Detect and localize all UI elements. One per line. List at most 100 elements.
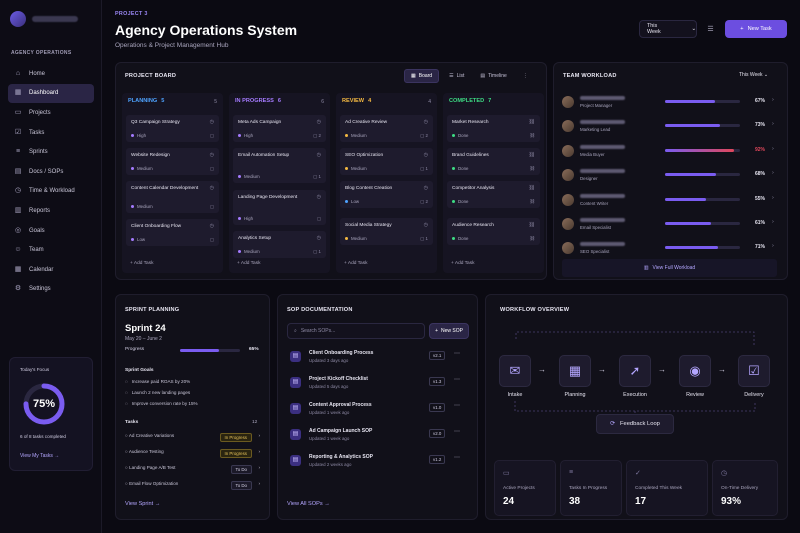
comment-icon: ▢: [209, 166, 214, 171]
workload-row[interactable]: Media Buyer 92% ›: [562, 142, 777, 166]
sop-item[interactable]: ▤ Ad Campaign Launch SOP Updated 1 week ag…: [287, 424, 465, 450]
sidebar-item-reports[interactable]: ▥ Reports: [8, 201, 94, 221]
more-options-icon[interactable]: ⋯: [454, 377, 460, 383]
kebab-icon: ⋮: [522, 73, 528, 79]
clock-icon: ◷: [423, 185, 428, 191]
avatar: [562, 193, 574, 206]
task-card[interactable]: Email Automation Setup ◷ Medium ▢ 1: [233, 148, 326, 183]
workload-bar-fill: [665, 100, 716, 103]
workload-row[interactable]: Email Specialist 61% ›: [562, 215, 777, 239]
workload-bar-fill: [665, 222, 711, 225]
sidebar-item-team[interactable]: ☺ Team: [8, 240, 94, 260]
workload-percent: 67%: [755, 98, 766, 104]
sprint-task-row[interactable]: ○ Landing Page A/B Test To Do ›: [125, 465, 260, 477]
range-select[interactable]: This Week ⌄: [639, 20, 697, 38]
add-task-button[interactable]: + Add Task: [451, 261, 475, 266]
sop-item[interactable]: ▤ Project Kickoff Checklist Updated 5 days…: [287, 372, 465, 398]
workload-row[interactable]: Content Writer 55% ›: [562, 191, 777, 215]
workload-row[interactable]: Marketing Lead 73% ›: [562, 117, 777, 141]
more-options-icon[interactable]: ⋯: [454, 351, 460, 357]
priority-dot: [452, 200, 455, 203]
task-card[interactable]: Q3 Campaign Strategy ◷ High ▢: [126, 115, 219, 142]
sidebar-item-projects[interactable]: ▭ Projects: [8, 103, 94, 123]
column-header: PLANNING 5: [128, 98, 164, 104]
clock-icon: ◷: [423, 152, 428, 158]
sop-item[interactable]: ▤ Client Onboarding Process Updated 3 days…: [287, 346, 465, 372]
sidebar-item-docs-sops[interactable]: ▤ Docs / SOPs: [8, 162, 94, 182]
task-card[interactable]: Analytics Setup ◷ Medium ▢ 1: [233, 231, 326, 258]
arrow-right-icon: →: [598, 365, 606, 374]
task-card[interactable]: Audience Research ⛓ Done ⛓: [447, 218, 540, 245]
board-column-in-progress: IN PROGRESS 6 6 Meta Ads Campaign ◷ High ▢ 2 Em…: [229, 93, 330, 273]
task-card[interactable]: Market Research ⛓ Done ⛓: [447, 115, 540, 142]
sop-item[interactable]: ▤ Reporting & Analytics SOP Updated 2 week…: [287, 450, 465, 476]
filter-button[interactable]: ☰: [702, 20, 719, 38]
task-card[interactable]: Social Media Strategy ◷ Medium ▢ 1: [340, 218, 433, 245]
task-card[interactable]: Blog Content Creation ◷ Low ▢ 2: [340, 181, 433, 208]
sidebar-item-sprints[interactable]: ≡ Sprints: [8, 142, 94, 162]
add-task-button[interactable]: + Add Task: [237, 261, 261, 266]
tab-timeline[interactable]: ▤ Timeline: [480, 73, 507, 79]
view-full-workload-button[interactable]: ▥ View Full Workload: [562, 259, 777, 277]
more-options-button[interactable]: ⋮: [517, 69, 534, 83]
workflow-step-review[interactable]: ◉: [679, 355, 711, 387]
member-role: Marketing Lead: [580, 127, 611, 133]
sop-search-input[interactable]: ⌕ Search SOPs...: [287, 323, 425, 339]
sprint-task-row[interactable]: ○ Audience Testing In Progress ›: [125, 449, 260, 461]
workload-row[interactable]: SEO Specialist 71% ›: [562, 239, 777, 263]
sop-updated: Updated 5 days ago: [309, 384, 349, 389]
plus-icon: +: [344, 261, 348, 266]
task-card[interactable]: Content Calendar Development ◷ Medium ▢: [126, 181, 219, 213]
feedback-loop-node[interactable]: ⟳ Feedback Loop: [596, 414, 674, 434]
task-card[interactable]: Landing Page Development ◷ High ▢: [233, 190, 326, 225]
sidebar-item-settings[interactable]: ⚙ Settings: [8, 280, 94, 300]
stat-value: 17: [635, 496, 647, 507]
task-card-title: Meta Ads Campaign: [238, 120, 282, 125]
list-icon: ≡: [569, 469, 574, 476]
priority-dot: [452, 237, 455, 240]
task-card[interactable]: Ad Creative Review ◷ Medium ▢ 2: [340, 115, 433, 142]
new-task-button[interactable]: + New Task: [725, 20, 787, 38]
more-options-icon[interactable]: ⋯: [454, 455, 460, 461]
new-sop-button[interactable]: + New SOP: [429, 323, 469, 339]
task-card[interactable]: Competitor Analysis ⛓ Done ⛓: [447, 181, 540, 208]
workflow-step-execution[interactable]: ➚: [619, 355, 651, 387]
sidebar-item-tasks[interactable]: ☑ Tasks: [8, 123, 94, 143]
more-options-icon[interactable]: ⋯: [454, 429, 460, 435]
sprint-task-row[interactable]: ○ Ad Creative Variations In Progress ›: [125, 433, 260, 445]
sidebar-item-time-workload[interactable]: ◷ Time & Workload: [8, 182, 94, 202]
workload-range-select[interactable]: This Week ⌄: [739, 72, 769, 78]
workflow-step-intake[interactable]: ✉: [499, 355, 531, 387]
workflow-step-planning[interactable]: ▦: [559, 355, 591, 387]
add-task-button[interactable]: + Add Task: [344, 261, 368, 266]
tab-list[interactable]: ☰ List: [449, 73, 465, 79]
task-card[interactable]: Client Onboarding Flow ◷ Low ▢: [126, 219, 219, 246]
view-sprint-link[interactable]: View Sprint →: [125, 501, 161, 507]
workload-bar: [665, 124, 740, 128]
member-name-blurred: [580, 193, 625, 198]
task-priority: High: [131, 133, 146, 138]
brand[interactable]: [10, 11, 78, 27]
more-options-icon[interactable]: ⋯: [454, 403, 460, 409]
tab-board[interactable]: ▦ Board: [404, 69, 440, 83]
workflow-step-delivery[interactable]: ☑: [738, 355, 770, 387]
task-card[interactable]: Meta Ads Campaign ◷ High ▢ 2: [233, 115, 326, 142]
task-priority: High: [238, 133, 253, 138]
sidebar-item-goals[interactable]: ◎ Goals: [8, 221, 94, 241]
task-card[interactable]: Brand Guidelines ⛓ Done ⛓: [447, 148, 540, 175]
sprint-task-row[interactable]: ○ Email Flow Optimization To Do ›: [125, 481, 260, 493]
sop-item[interactable]: ▤ Content Approval Process Updated 1 week …: [287, 398, 465, 424]
sidebar-item-calendar[interactable]: ▦ Calendar: [8, 260, 94, 280]
stat-card: ◷ On-Time Delivery 93%: [712, 460, 778, 516]
task-priority: Medium: [345, 236, 367, 241]
workload-row[interactable]: Designer 68% ›: [562, 166, 777, 190]
workload-row[interactable]: Project Manager 67% ›: [562, 93, 777, 117]
view-all-sops-link[interactable]: View All SOPs →: [287, 501, 330, 507]
task-card[interactable]: Website Redesign ◷ Medium ▢: [126, 148, 219, 175]
sidebar-item-home[interactable]: ⌂ Home: [8, 64, 94, 84]
view-my-tasks-link[interactable]: View My Tasks →: [20, 453, 60, 459]
task-card[interactable]: SEO Optimization ◷ Medium ▢ 1: [340, 148, 433, 175]
add-task-button[interactable]: + Add Task: [130, 261, 154, 266]
priority-dot: [131, 205, 134, 208]
sidebar-item-dashboard[interactable]: ▦ Dashboard: [8, 83, 94, 104]
